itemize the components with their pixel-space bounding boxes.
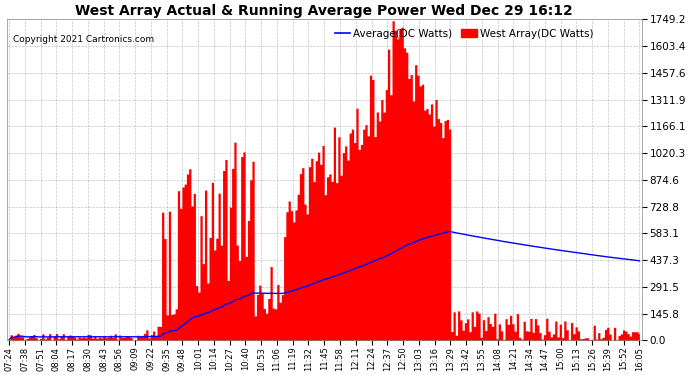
Title: West Array Actual & Running Average Power Wed Dec 29 16:12: West Array Actual & Running Average Powe… bbox=[75, 4, 573, 18]
Legend: Average(DC Watts), West Array(DC Watts): Average(DC Watts), West Array(DC Watts) bbox=[331, 24, 598, 43]
Text: Copyright 2021 Cartronics.com: Copyright 2021 Cartronics.com bbox=[13, 35, 155, 44]
